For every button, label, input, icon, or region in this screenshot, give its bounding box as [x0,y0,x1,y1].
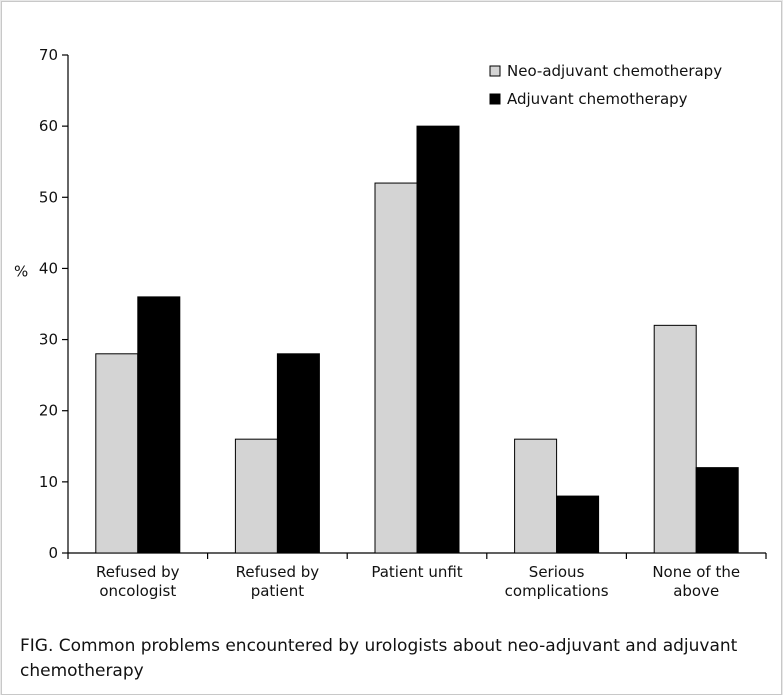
bar-neo-adjuvant [653,324,697,554]
y-tick-label: 70 [39,46,58,64]
x-category-label: complications [505,582,609,600]
figure-caption: FIG. Common problems encountered by urol… [20,636,738,681]
x-category-label: Serious [529,563,585,581]
chart-legend: Neo-adjuvant chemotherapy Adjuvant chemot… [489,62,722,108]
y-tick-label: 0 [48,544,58,562]
y-tick-label: 20 [39,402,58,420]
x-category-label: Refused by [96,563,180,581]
bar-neo-adjuvant [95,353,139,554]
bar-adjuvant [695,467,739,554]
bar-adjuvant [416,125,460,554]
bar-neo-adjuvant [514,438,558,554]
x-category-label: above [673,582,719,600]
x-category-label: patient [251,582,304,600]
x-category-label: oncologist [99,582,176,600]
x-category-label: None of the [652,563,740,581]
chart-axes [62,54,767,559]
x-category-label: Refused by [236,563,320,581]
y-axis-label: % [14,262,28,280]
y-tick-label: 10 [39,473,58,491]
bar-adjuvant [556,495,600,554]
legend-swatch [489,65,501,77]
legend-label: Neo-adjuvant chemotherapy [507,62,722,80]
bar-adjuvant [276,353,320,554]
x-category-label: Patient unfit [371,563,462,581]
bar-adjuvant [137,296,181,554]
y-tick-label: 50 [39,188,58,206]
y-tick-label: 60 [39,117,58,135]
legend-label: Adjuvant chemotherapy [507,90,688,108]
bar-neo-adjuvant [234,438,278,554]
y-tick-label: 30 [39,331,58,349]
y-tick-label: 40 [39,259,58,277]
legend-swatch [489,93,501,105]
chart-bars [95,125,739,554]
bar-neo-adjuvant [374,182,418,554]
